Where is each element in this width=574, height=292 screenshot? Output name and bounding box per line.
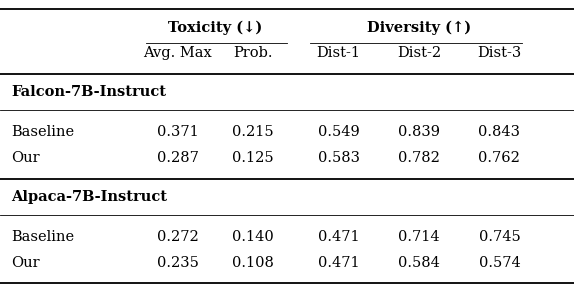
Text: 0.583: 0.583 — [317, 151, 360, 165]
Text: 0.235: 0.235 — [157, 256, 199, 270]
Text: Diversity (↑): Diversity (↑) — [367, 20, 471, 35]
Text: 0.371: 0.371 — [157, 125, 199, 139]
Text: 0.839: 0.839 — [398, 125, 440, 139]
Text: 0.843: 0.843 — [478, 125, 521, 139]
Text: 0.287: 0.287 — [157, 151, 199, 165]
Text: Our: Our — [11, 256, 40, 270]
Text: 0.714: 0.714 — [398, 230, 440, 244]
Text: Prob.: Prob. — [233, 46, 272, 60]
Text: 0.215: 0.215 — [232, 125, 273, 139]
Text: 0.762: 0.762 — [479, 151, 520, 165]
Text: Baseline: Baseline — [11, 125, 75, 139]
Text: Dist-1: Dist-1 — [317, 46, 360, 60]
Text: Dist-3: Dist-3 — [477, 46, 522, 60]
Text: 0.272: 0.272 — [157, 230, 199, 244]
Text: 0.549: 0.549 — [318, 125, 359, 139]
Text: Toxicity (↓): Toxicity (↓) — [168, 20, 262, 35]
Text: 0.471: 0.471 — [318, 230, 359, 244]
Text: 0.471: 0.471 — [318, 256, 359, 270]
Text: Avg. Max: Avg. Max — [144, 46, 212, 60]
Text: 0.108: 0.108 — [232, 256, 273, 270]
Text: Our: Our — [11, 151, 40, 165]
Text: Dist-2: Dist-2 — [397, 46, 441, 60]
Text: 0.574: 0.574 — [479, 256, 520, 270]
Text: 0.782: 0.782 — [398, 151, 440, 165]
Text: 0.745: 0.745 — [479, 230, 520, 244]
Text: Alpaca-7B-Instruct: Alpaca-7B-Instruct — [11, 190, 168, 204]
Text: 0.584: 0.584 — [398, 256, 440, 270]
Text: 0.140: 0.140 — [232, 230, 273, 244]
Text: 0.125: 0.125 — [232, 151, 273, 165]
Text: Falcon-7B-Instruct: Falcon-7B-Instruct — [11, 85, 166, 99]
Text: Baseline: Baseline — [11, 230, 75, 244]
